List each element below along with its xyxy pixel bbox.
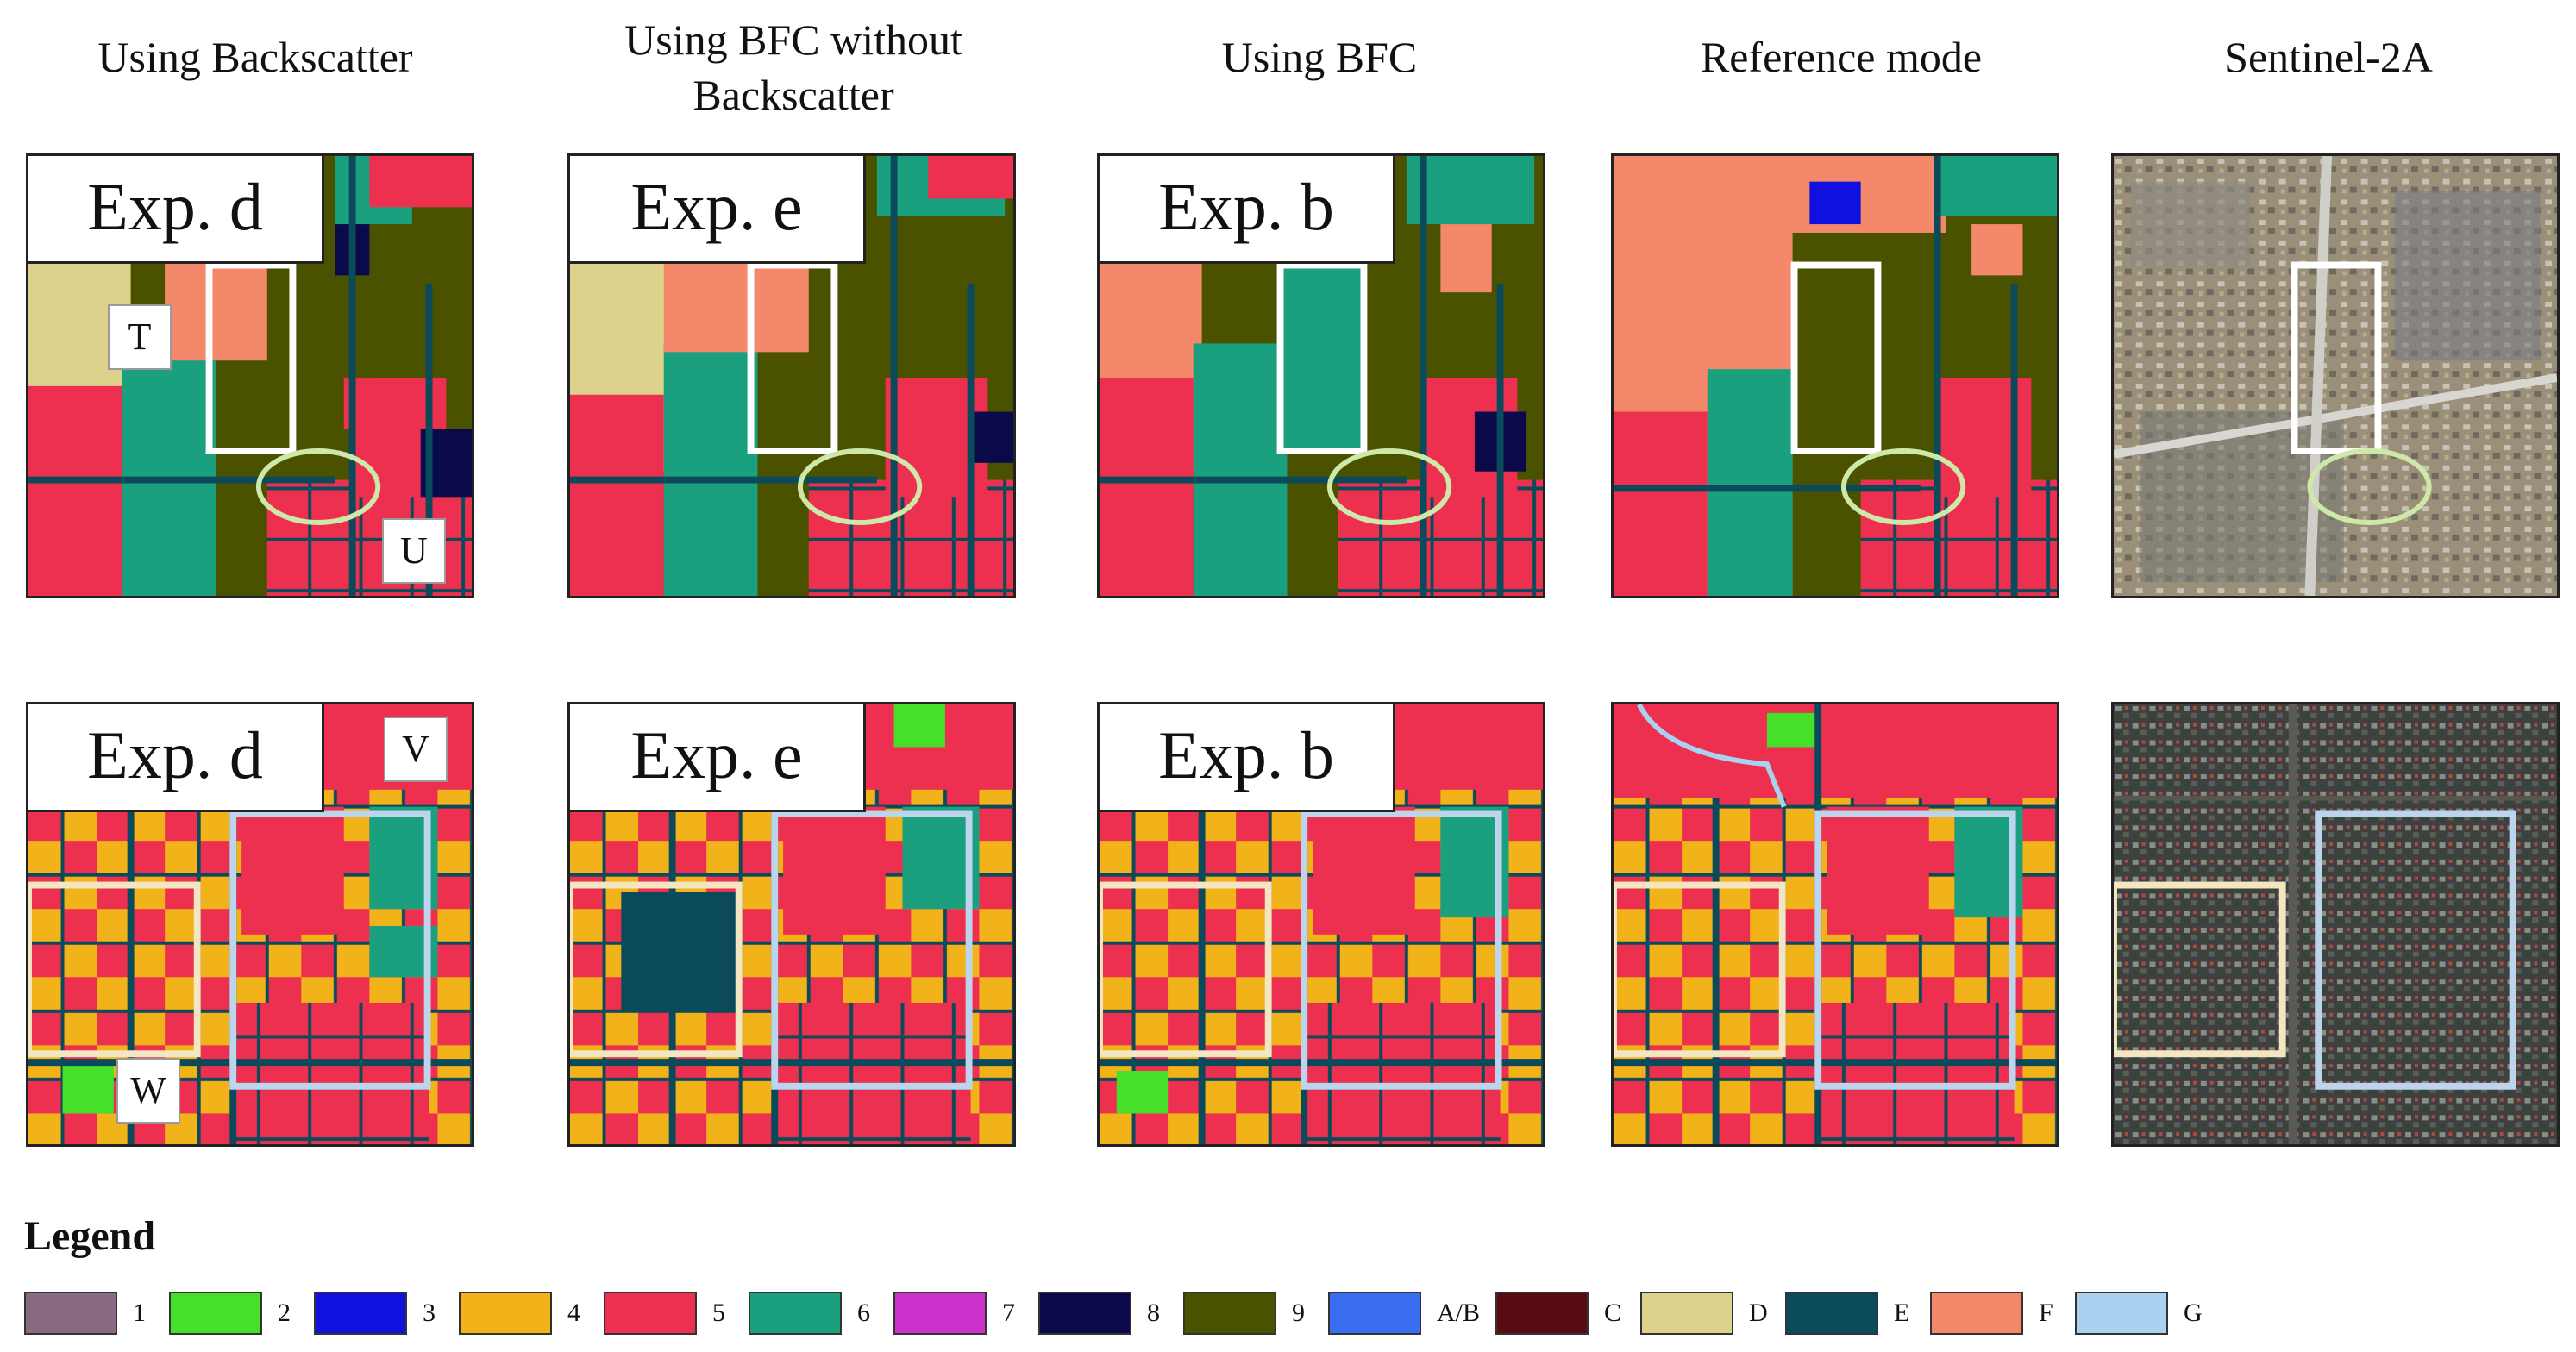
legend-label: 6 — [857, 1299, 870, 1327]
legend-label: 1 — [133, 1299, 146, 1327]
legend-swatch — [459, 1292, 552, 1335]
legend-item: 2 — [169, 1292, 298, 1335]
legend-label: A/B — [1437, 1299, 1481, 1327]
legend-item: 8 — [1038, 1292, 1168, 1335]
legend-label: 5 — [712, 1299, 725, 1327]
region-tag-v: V — [384, 717, 448, 782]
legend-swatch — [1038, 1292, 1131, 1335]
satellite-row2 — [2111, 702, 2560, 1147]
legend-label: 9 — [1292, 1299, 1305, 1327]
legend-item: 9 — [1183, 1292, 1313, 1335]
legend-swatch — [1183, 1292, 1276, 1335]
legend-item: C — [1495, 1292, 1625, 1335]
legend-label: 3 — [423, 1299, 436, 1327]
legend-item: 3 — [314, 1292, 443, 1335]
legend-item: 5 — [604, 1292, 733, 1335]
map-row1-reference — [1611, 153, 2059, 598]
legend-item: A/B — [1328, 1292, 1480, 1335]
map-row2-exp-e: Exp. e — [567, 702, 1016, 1147]
legend-swatch — [1930, 1292, 2024, 1335]
column-title-backscatter: Using Backscatter — [97, 33, 413, 81]
exp-label: Exp. b — [1100, 156, 1395, 264]
legend-swatch — [314, 1292, 407, 1335]
legend-label: E — [1894, 1299, 1910, 1327]
legend-label: F — [2039, 1299, 2053, 1327]
exp-label: Exp. d — [28, 156, 324, 264]
legend-swatch — [749, 1292, 842, 1335]
legend-label: 2 — [278, 1299, 291, 1327]
legend: 1 2 3 4 5 6 7 8 9 A/B C D E F G — [24, 1290, 2220, 1336]
legend-label: C — [1604, 1299, 1622, 1327]
region-tag-u: U — [382, 518, 446, 584]
legend-swatch — [1328, 1292, 1421, 1335]
legend-swatch — [1640, 1292, 1734, 1335]
satellite-row1 — [2111, 153, 2560, 598]
map-row2-reference — [1611, 702, 2059, 1147]
legend-swatch — [604, 1292, 697, 1335]
legend-title: Legend — [24, 1213, 156, 1259]
region-tag-t: T — [108, 304, 172, 370]
legend-swatch — [1495, 1292, 1589, 1335]
exp-label: Exp. e — [570, 704, 866, 812]
map-row1-exp-d: Exp. d T U — [26, 153, 474, 598]
exp-label: Exp. b — [1100, 704, 1395, 812]
column-title-sentinel: Sentinel-2A — [2224, 33, 2433, 81]
legend-item: G — [2075, 1292, 2204, 1335]
legend-item: E — [1785, 1292, 1915, 1335]
exp-label: Exp. e — [570, 156, 866, 264]
legend-label: 7 — [1002, 1299, 1015, 1327]
legend-swatch — [2075, 1292, 2169, 1335]
legend-item: D — [1640, 1292, 1770, 1335]
legend-swatch — [1785, 1292, 1879, 1335]
column-title-reference: Reference mode — [1700, 33, 1983, 81]
legend-item: 4 — [459, 1292, 588, 1335]
map-row1-exp-e: Exp. e — [567, 153, 1016, 598]
legend-item: F — [1930, 1292, 2059, 1335]
region-tag-w: W — [116, 1058, 180, 1124]
legend-label: G — [2184, 1299, 2203, 1327]
legend-item: 1 — [24, 1292, 154, 1335]
map-row1-exp-b: Exp. b — [1097, 153, 1545, 598]
exp-label: Exp. d — [28, 704, 324, 812]
map-row2-exp-b: Exp. b — [1097, 702, 1545, 1147]
legend-label: D — [1749, 1299, 1768, 1327]
column-title-bfc-without-backscatter: Using BFC without Backscatter — [624, 16, 962, 119]
legend-item: 7 — [893, 1292, 1023, 1335]
legend-swatch — [169, 1292, 262, 1335]
legend-label: 4 — [567, 1299, 580, 1327]
column-title-bfc: Using BFC — [1221, 33, 1418, 81]
legend-label: 8 — [1147, 1299, 1160, 1327]
map-row2-exp-d: Exp. d V W — [26, 702, 474, 1147]
legend-item: 6 — [749, 1292, 878, 1335]
legend-swatch — [893, 1292, 987, 1335]
legend-swatch — [24, 1292, 117, 1335]
